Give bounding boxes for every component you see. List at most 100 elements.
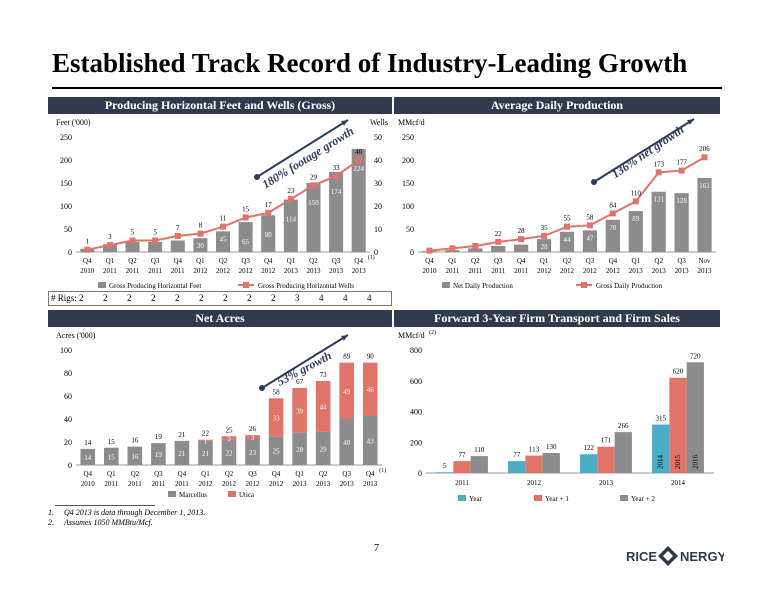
growth-arrow-start (259, 385, 265, 391)
x-tick-label: 2013 (599, 479, 614, 487)
x-tick-label: 2013 (284, 267, 299, 275)
x-tick-label: Q4 (517, 257, 526, 265)
x-tick-label: Q1 (287, 257, 296, 265)
transport-bar (652, 424, 670, 473)
x-tick-label: Q3 (494, 257, 503, 265)
marcellus-bar (221, 439, 237, 465)
panel-header-horizontal: Producing Horizontal Feet and Wells (Gro… (48, 97, 392, 114)
utica-bar (339, 362, 354, 419)
transport-value-label: 122 (583, 444, 594, 452)
bar-value-label: 65 (242, 238, 250, 246)
utica-value-label: 33 (273, 414, 281, 422)
x-tick-label: Q4 (83, 257, 92, 265)
marcellus-bar (245, 438, 260, 465)
utica-bar (292, 387, 307, 433)
gross-production-marker (472, 243, 479, 250)
legend-marker-wells (243, 282, 249, 288)
wells-marker (84, 246, 91, 253)
wells-value-label: 29 (310, 173, 318, 181)
x-tick-label: Q1 (295, 470, 304, 478)
y2-tick-label: 0 (374, 248, 378, 257)
x-tick-label: 2011 (455, 479, 469, 487)
bar (170, 240, 185, 252)
rigs-value: 4 (343, 293, 348, 303)
x-tick-label: Q4 (425, 257, 434, 265)
legend-label: Year (469, 495, 483, 503)
transport-value-label: 77 (513, 451, 521, 459)
gross-production-marker (609, 210, 616, 217)
wells-value-label: 33 (333, 164, 341, 172)
wells-value-label: 3 (108, 233, 112, 241)
gross-production-marker (655, 169, 662, 176)
panel-header-production: Average Daily Production (394, 97, 720, 114)
wells-marker (265, 209, 272, 216)
transport-value-label: 110 (474, 446, 485, 454)
bar (536, 239, 552, 252)
marcellus-bar (315, 431, 331, 465)
title-divider (52, 87, 722, 89)
growth-annotation: 136% net growth (609, 122, 687, 181)
bar (215, 231, 231, 252)
gross-production-value-label: 173 (653, 160, 664, 168)
transport-bar (470, 456, 488, 473)
x-tick-label: 2013 (363, 480, 378, 488)
x-tick-label: 2012 (198, 480, 213, 488)
x-tick-label: 2013 (340, 480, 355, 488)
x-tick-label: 2011 (446, 267, 460, 275)
y2-tick-label: 30 (374, 179, 382, 188)
growth-arrow-line (593, 118, 695, 183)
total-acres-label: 26 (249, 425, 256, 433)
wells-value-label: 15 (242, 206, 250, 214)
legend-swatch-net (442, 282, 450, 288)
marcellus-value-label: 19 (155, 451, 163, 459)
y2-tick-label: 40 (374, 156, 382, 165)
utica-bar (362, 362, 378, 416)
marcellus-value-label: 43 (367, 437, 375, 445)
x-tick-label: Q1 (107, 470, 116, 478)
rigs-value: 2 (199, 293, 204, 303)
legend-label: Net Daily Production (453, 282, 513, 290)
x-tick-label: Q1 (106, 257, 115, 265)
logo-mark (658, 546, 678, 566)
wells-value-label: 5 (131, 229, 135, 237)
x-tick-label: 2010 (81, 480, 96, 488)
utica-value-label: 3 (251, 434, 255, 442)
x-tick-label: 2011 (103, 267, 117, 275)
y-axis-title: Feet ('000) (56, 118, 91, 127)
marcellus-bar (362, 415, 378, 465)
footnote-number: 2. (48, 518, 54, 527)
wells-marker (106, 242, 113, 249)
bar (238, 222, 253, 252)
footnote-divider (55, 505, 155, 506)
marcellus-bar (198, 440, 213, 465)
y2-tick-label: 50 (374, 133, 382, 142)
y-axis-title: MMcf/d (398, 118, 425, 127)
bar (329, 171, 344, 252)
x-tick-label: Q4 (354, 257, 363, 265)
gross-production-marker (701, 154, 708, 161)
x-tick-label: Q2 (309, 257, 318, 265)
utica-bar (268, 398, 284, 437)
total-acres-label: 73 (320, 371, 328, 379)
rigs-value: 2 (79, 293, 84, 303)
x-tick-label: 2013 (329, 267, 344, 275)
x-tick-label: Q1 (201, 470, 210, 478)
footnote-text: Assumes 1050 MMBtu/Mcf. (64, 518, 153, 527)
wells-marker (129, 237, 136, 244)
x-tick-label: 2011 (468, 267, 482, 275)
marcellus-value-label: 22 (226, 449, 234, 457)
legend-swatch (534, 495, 542, 501)
marcellus-value-label: 15 (108, 453, 116, 461)
x-tick-label: Q3 (677, 257, 686, 265)
wells-value-label: 17 (265, 201, 273, 209)
x-tick-label: Q1 (448, 257, 457, 265)
x-tick-label: 2011 (104, 480, 118, 488)
x-tick-label: 2012 (193, 267, 208, 275)
x-tick-label: Q4 (272, 470, 281, 478)
legend-marker-gross (581, 282, 587, 288)
footnote-text: Q4 2013 is data through December 1, 2013… (64, 508, 206, 517)
bar-value-label: 114 (286, 216, 297, 224)
footnote-number: 1. (48, 508, 54, 517)
x-tick-label: Q4 (609, 257, 618, 265)
rigs-value: 2 (271, 293, 276, 303)
